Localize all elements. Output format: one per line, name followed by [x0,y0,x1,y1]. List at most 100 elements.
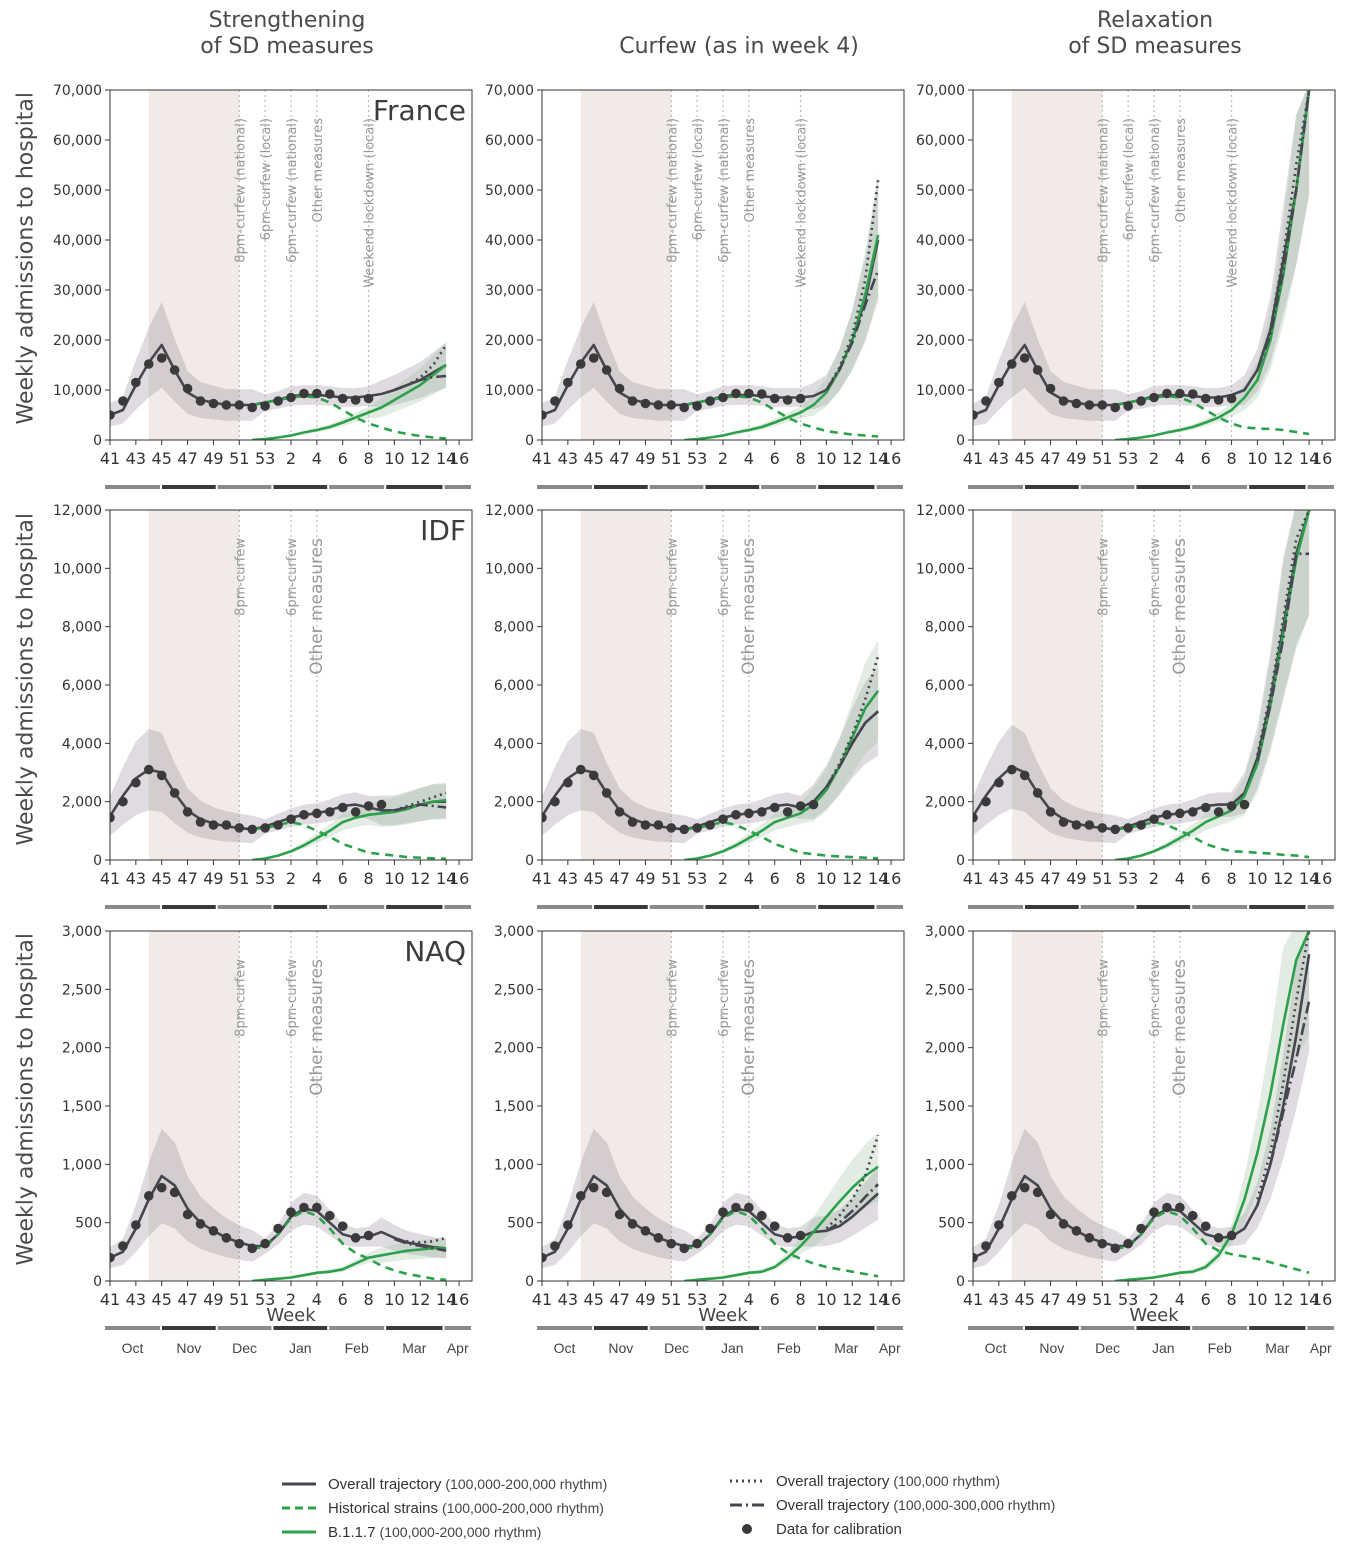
month-bar [818,485,875,489]
data-point [769,802,780,813]
series-b117 [1115,931,1311,1281]
series-overall-low [393,344,448,392]
x-tick-label: 16 [1312,869,1332,888]
annotation-label: 6pm-curfew [1148,959,1163,1037]
x-tick-label: 45 [584,869,604,888]
y-tick-label: 2,000 [62,1041,102,1057]
x-tick-label: 49 [1066,449,1086,468]
y-tick-label: 0 [93,433,102,449]
month-bar [1080,485,1135,489]
data-point [143,764,154,775]
annotation-label: 6pm-curfew (local) [1122,118,1137,240]
y-tick-label: 10,000 [53,383,102,399]
x-tick-label: 12 [410,1290,430,1309]
annotation-label: Other measures [739,959,759,1096]
uncertainty-band-overall [542,1128,879,1269]
month-bar [537,905,593,909]
legend-swatch-data [742,1524,752,1534]
month-label: Dec [664,1340,689,1356]
legend-swatch-b117 [282,1530,316,1534]
month-bar [1136,905,1191,909]
data-point [981,796,991,807]
x-tick-label: 45 [1015,449,1035,468]
annotation-label: Other measures [1170,538,1190,675]
lockdown-shade [148,931,240,1281]
x-tick-label: 16 [1312,1290,1332,1309]
x-tick-label: 6 [770,449,780,468]
x-tick-label: 6 [1201,449,1211,468]
data-point [1226,393,1237,404]
annotation-label: 8pm-curfew (national) [233,118,248,263]
annotation-label: Other measures [1170,959,1190,1096]
data-point [718,1207,728,1217]
x-tick-label: 14 [1299,1290,1319,1309]
x-tick-label: 43 [558,1290,578,1309]
data-point [1084,820,1095,830]
data-point [1006,764,1017,775]
series-overall-high [825,269,880,391]
month-label: Dec [232,1340,257,1356]
panel-idf-2: 0 2,000 4,000 6,000 8,000 10,000 12,000 41 43 45 4… [916,503,1336,909]
x-tick-label: 10 [384,1290,404,1309]
month-bar [329,1326,385,1330]
x-tick-label: 47 [177,869,197,888]
lockdown-shade [148,90,240,440]
month-bar [1136,1326,1191,1330]
x-tick-label: 41 [100,869,120,888]
legend-label: B.1.1.7 [328,1523,376,1541]
data-point [718,814,728,824]
x-tick-label: 47 [1040,449,1060,468]
series-historical [252,820,447,860]
x-tick-label: 47 [609,1290,629,1309]
y-tick-label: 0 [525,853,534,869]
annotation-label: Other measures [311,118,326,223]
month-bar [217,905,272,909]
month-label: Jan [1152,1340,1175,1356]
month-bar [705,485,760,489]
annotation-label: Other measures [307,538,327,675]
series-b117 [1115,90,1311,440]
lockdown-shade [148,510,240,860]
data-point [273,820,283,830]
month-bar [329,905,385,909]
month-label: Jan [289,1340,312,1356]
plot-area [973,510,1311,860]
data-point [601,1187,612,1198]
x-axis-label: Week [266,1305,316,1326]
data-point [563,777,573,788]
panel-naq-0: 0 500 1,000 1,500 2,000 2,500 3,000 41 43 45 47 49 5… [62,924,473,1356]
month-label: Oct [985,1340,1007,1356]
data-point [679,402,690,413]
legend-label: Overall trajectory [328,1475,442,1493]
x-tick-label: 6 [770,1290,780,1309]
region-label: France [373,94,466,127]
x-tick-label: 12 [1273,1290,1293,1309]
data-point [575,1191,586,1201]
data-point [666,823,677,833]
legend-label: Overall trajectory [776,1496,890,1514]
panel-france-0: 0 10,000 20,000 30,000 40,000 50,000 60,000 70,… [53,83,473,489]
data-point [1213,807,1224,817]
data-point [1123,401,1133,411]
x-tick-label: 43 [126,1290,146,1309]
data-point [795,801,806,811]
x-tick-label: 12 [410,449,430,468]
annotation-label: 8pm-curfew [1096,959,1111,1037]
data-point [1032,365,1043,375]
legend-label: Data for calibration [776,1520,902,1538]
series-historical [1114,394,1310,436]
month-bar [876,905,903,909]
y-tick-label: 500 [75,1216,102,1232]
data-point [705,820,715,830]
data-point [363,1230,374,1241]
month-bar [968,485,1024,489]
data-point [542,812,547,823]
month-bar [1192,905,1248,909]
month-bar [162,485,216,489]
lockdown-shade [1011,510,1103,860]
data-point [692,401,702,411]
annotation-label: 6pm-curfew (local) [259,118,274,240]
x-tick-label: 43 [989,869,1009,888]
data-point [1006,1191,1017,1201]
annotation-label: 8pm-curfew (national) [1096,118,1111,263]
